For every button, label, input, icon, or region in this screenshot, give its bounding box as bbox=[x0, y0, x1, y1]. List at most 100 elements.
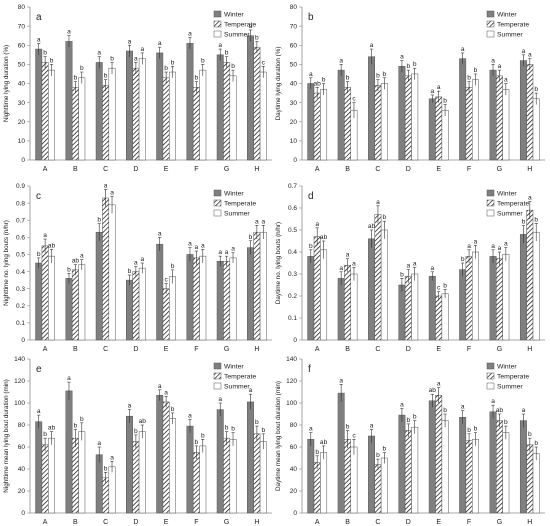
bar-b-H-winter bbox=[519, 60, 527, 161]
sig-label-e-F-temperate: b bbox=[195, 439, 199, 446]
bar-b-E-summer bbox=[441, 110, 449, 161]
sig-label-f-E-winter: ab bbox=[429, 387, 437, 394]
bar-f-H-summer bbox=[532, 453, 540, 514]
x-tick-label-c-F: F bbox=[194, 346, 198, 353]
bar-d-B-summer bbox=[350, 273, 358, 341]
sig-label-b-F-winter: a bbox=[461, 46, 465, 53]
sig-label-f-D-winter: a bbox=[400, 402, 404, 409]
x-tick-label-f-F: F bbox=[467, 519, 471, 526]
y-tick-label-a-1: 10 bbox=[18, 138, 26, 145]
sig-label-f-G-temperate: ab bbox=[496, 407, 504, 414]
sig-label-d-C-temperate: a bbox=[376, 199, 380, 206]
sig-label-d-H-temperate: a bbox=[528, 194, 532, 201]
y-tick-label-f-0: 0 bbox=[293, 510, 297, 517]
bar-d-C-summer bbox=[380, 229, 388, 341]
x-tick-label-c-E: E bbox=[164, 346, 169, 353]
y-tick-label-a-6: 60 bbox=[18, 42, 26, 49]
sig-label-a-D-temperate: a bbox=[134, 55, 138, 62]
y-tick-label-f-6: 120 bbox=[286, 378, 297, 385]
sig-label-f-E-temperate: a bbox=[437, 381, 441, 388]
bar-a-C-temperate bbox=[102, 85, 110, 161]
y-axis-label-b: Daytime lying duration (%) bbox=[275, 47, 282, 121]
bar-c-D-temperate bbox=[132, 271, 140, 341]
y-tick-label-d-1: 0.1 bbox=[288, 315, 297, 322]
sig-label-f-G-summer: b bbox=[504, 419, 508, 426]
bar-d-A-winter bbox=[307, 256, 315, 341]
y-tick-label-c-6: 0.6 bbox=[16, 235, 25, 242]
sig-label-f-F-summer: b bbox=[474, 426, 478, 433]
sig-label-e-A-winter: a bbox=[37, 408, 41, 415]
sig-label-e-C-temperate: b bbox=[104, 465, 108, 472]
x-tick-label-a-B: B bbox=[73, 166, 78, 173]
x-tick-label-b-B: B bbox=[345, 166, 350, 173]
bar-f-B-temperate bbox=[344, 439, 352, 514]
x-tick-label-b-G: G bbox=[497, 166, 502, 173]
bar-a-D-temperate bbox=[132, 67, 140, 161]
x-tick-label-e-D: D bbox=[133, 519, 138, 526]
sig-label-a-C-summer: b bbox=[110, 55, 114, 62]
bar-f-G-summer bbox=[502, 432, 510, 514]
bar-d-G-temperate bbox=[495, 258, 503, 341]
bar-b-G-temperate bbox=[495, 75, 503, 161]
chart-panel-a: 0 10 20 30 40 50 60 70 80 Nighttime lying duratio… bbox=[3, 4, 272, 173]
sig-label-b-C-temperate: b bbox=[376, 73, 380, 80]
chart-panel-b: 0 10 20 30 40 50 60 70 80 Daytime lying duration … bbox=[275, 4, 545, 173]
legend-swatch-b-summer bbox=[486, 30, 495, 38]
legend-label-c-winter: Winter bbox=[224, 191, 244, 198]
y-tick-label-b-8: 80 bbox=[290, 4, 298, 11]
sig-label-b-C-winter: a bbox=[370, 42, 374, 49]
bar-c-E-summer bbox=[169, 276, 176, 341]
y-tick-label-f-3: 60 bbox=[290, 444, 298, 451]
x-tick-label-c-B: B bbox=[73, 346, 78, 353]
y-tick-label-c-5: 0.5 bbox=[16, 252, 25, 259]
panel-letter-e: e bbox=[36, 364, 42, 375]
x-tick-label-b-H: H bbox=[527, 166, 532, 173]
x-tick-label-d-E: E bbox=[436, 346, 441, 353]
bar-c-G-temperate bbox=[223, 261, 231, 341]
bar-d-A-temperate bbox=[313, 236, 321, 341]
x-tick-label-f-A: A bbox=[315, 519, 320, 526]
y-axis-label-d: Daytime no. lying bouts (n/hr) bbox=[275, 222, 282, 304]
bar-f-H-temperate bbox=[526, 444, 534, 514]
legend-label-a-winter: Winter bbox=[224, 12, 244, 19]
y-tick-label-c-1: 0.1 bbox=[16, 320, 25, 327]
sig-label-d-E-temperate: c bbox=[437, 285, 441, 292]
sig-label-b-G-summer: a bbox=[504, 77, 508, 84]
sig-label-c-B-summer: a bbox=[80, 253, 84, 260]
sig-label-c-C-summer: a bbox=[110, 189, 114, 196]
bar-e-B-temperate bbox=[71, 437, 79, 514]
legend-label-a-summer: Summer bbox=[224, 32, 250, 39]
bar-e-H-temperate bbox=[253, 433, 261, 514]
sig-label-e-B-summer: b bbox=[80, 416, 84, 423]
y-tick-label-c-2: 0.2 bbox=[16, 303, 25, 310]
bar-e-D-summer bbox=[138, 431, 146, 514]
sig-label-e-H-summer: b bbox=[261, 427, 265, 434]
sig-label-e-H-winter: a bbox=[249, 387, 253, 394]
bar-c-E-temperate bbox=[162, 288, 170, 341]
bar-a-A-winter bbox=[35, 48, 43, 161]
bar-e-E-winter bbox=[156, 395, 164, 514]
bar-f-G-temperate bbox=[495, 420, 503, 514]
sig-label-f-D-summer: b bbox=[413, 414, 417, 421]
legend-swatch-a-temperate bbox=[213, 20, 222, 28]
sig-label-b-H-winter: a bbox=[522, 48, 526, 55]
sig-label-c-G-winter: a bbox=[218, 249, 222, 256]
sig-label-c-B-winter: b bbox=[67, 266, 71, 273]
bar-d-C-temperate bbox=[374, 214, 382, 341]
sig-label-d-F-temperate: a bbox=[467, 243, 471, 250]
legend-label-b-summer: Summer bbox=[497, 32, 523, 39]
bar-f-F-temperate bbox=[465, 440, 473, 514]
sig-label-d-F-winter: b bbox=[461, 256, 465, 263]
bar-e-F-temperate bbox=[192, 452, 200, 514]
sig-label-f-C-winter: a bbox=[370, 422, 374, 429]
sig-label-a-A-winter: a bbox=[37, 36, 41, 43]
bar-b-A-temperate bbox=[313, 92, 321, 161]
panel-letter-b: b bbox=[308, 12, 314, 23]
bar-a-D-winter bbox=[126, 50, 133, 161]
bar-c-D-winter bbox=[126, 279, 133, 341]
legend-label-d-temperate: Temperate bbox=[497, 201, 529, 208]
x-tick-label-c-C: C bbox=[103, 346, 108, 353]
sig-label-a-E-summer: b bbox=[171, 59, 175, 66]
legend-swatch-e-temperate bbox=[213, 372, 222, 380]
